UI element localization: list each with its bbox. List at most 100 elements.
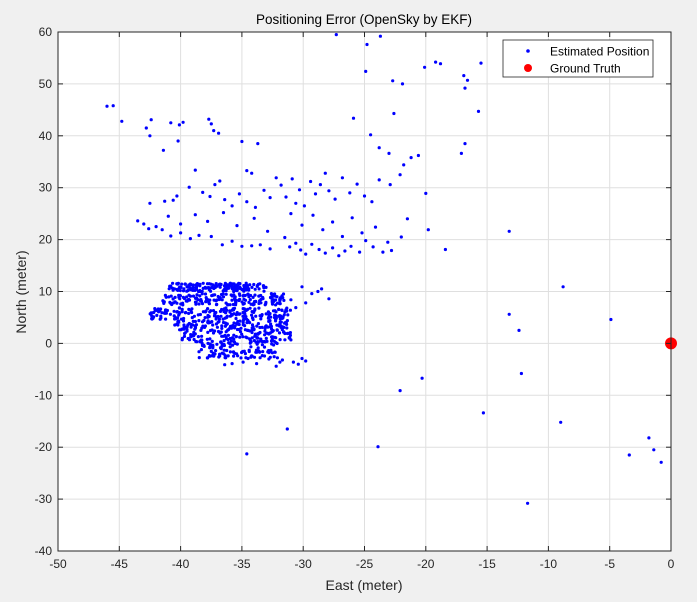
estimated-position-point bbox=[214, 322, 218, 326]
estimated-position-point bbox=[182, 323, 186, 327]
estimated-position-point bbox=[173, 300, 177, 304]
estimated-position-point bbox=[270, 351, 274, 355]
estimated-position-point bbox=[236, 354, 240, 358]
estimated-position-point bbox=[178, 328, 182, 332]
estimated-position-point bbox=[313, 192, 318, 196]
estimated-position-point bbox=[327, 189, 331, 193]
y-tick-label: 0 bbox=[45, 336, 52, 350]
estimated-position-point bbox=[220, 243, 224, 247]
estimated-position-point bbox=[245, 321, 249, 325]
estimated-position-point bbox=[399, 235, 403, 239]
estimated-position-point bbox=[203, 310, 208, 314]
estimated-position-point bbox=[193, 332, 197, 336]
estimated-position-point bbox=[337, 254, 341, 258]
estimated-position-point bbox=[241, 349, 245, 354]
estimated-position-point bbox=[191, 334, 195, 338]
x-tick-label: -20 bbox=[417, 557, 435, 571]
y-tick-label: 60 bbox=[39, 25, 53, 39]
estimated-position-point bbox=[274, 176, 278, 180]
estimated-position-point bbox=[240, 139, 244, 144]
estimated-position-point bbox=[219, 340, 223, 344]
x-tick-label: -5 bbox=[604, 557, 615, 571]
estimated-position-point bbox=[237, 312, 241, 316]
estimated-position-point bbox=[288, 245, 292, 249]
estimated-position-point bbox=[360, 231, 364, 235]
estimated-position-point bbox=[241, 360, 245, 364]
estimated-position-point bbox=[398, 389, 402, 393]
estimated-position-point bbox=[197, 350, 201, 354]
estimated-position-point bbox=[235, 327, 239, 332]
estimated-position-point bbox=[251, 317, 255, 322]
estimated-position-point bbox=[400, 82, 405, 86]
estimated-position-point bbox=[182, 334, 187, 338]
estimated-position-point bbox=[175, 310, 179, 314]
estimated-position-point bbox=[255, 324, 259, 328]
estimated-position-point bbox=[348, 191, 352, 195]
estimated-position-point bbox=[331, 246, 335, 250]
estimated-position-point bbox=[355, 182, 359, 186]
estimated-position-point bbox=[224, 356, 228, 360]
estimated-position-point bbox=[409, 156, 413, 160]
estimated-position-point bbox=[273, 350, 277, 354]
estimated-position-point bbox=[213, 329, 217, 333]
estimated-position-point bbox=[283, 235, 287, 240]
estimated-position-point bbox=[218, 282, 222, 286]
estimated-position-point bbox=[228, 282, 232, 286]
estimated-position-point bbox=[111, 104, 115, 108]
estimated-position-point bbox=[349, 244, 353, 248]
estimated-position-point bbox=[150, 314, 154, 318]
estimated-position-point bbox=[189, 288, 193, 292]
estimated-position-point bbox=[255, 336, 259, 340]
estimated-position-point bbox=[228, 310, 232, 314]
estimated-position-point bbox=[187, 185, 191, 189]
estimated-position-point bbox=[275, 328, 279, 332]
estimated-position-point bbox=[181, 120, 185, 124]
estimated-position-point bbox=[206, 219, 210, 223]
estimated-position-point bbox=[225, 348, 229, 353]
estimated-position-point bbox=[181, 319, 186, 323]
estimated-position-point bbox=[238, 285, 242, 289]
estimated-position-point bbox=[202, 318, 206, 323]
estimated-position-point bbox=[150, 317, 154, 321]
estimated-position-point bbox=[220, 334, 224, 338]
estimated-position-point bbox=[297, 188, 302, 192]
estimated-position-point bbox=[187, 311, 191, 315]
estimated-position-point bbox=[169, 234, 173, 238]
estimated-position-point bbox=[209, 234, 213, 239]
estimated-position-point bbox=[250, 330, 254, 335]
estimated-position-point bbox=[201, 286, 205, 290]
estimated-position-point bbox=[177, 306, 182, 310]
estimated-position-point bbox=[194, 339, 198, 344]
estimated-position-point bbox=[160, 311, 164, 315]
estimated-position-point bbox=[193, 300, 198, 304]
estimated-position-point bbox=[232, 340, 236, 344]
estimated-position-point bbox=[188, 237, 192, 241]
estimated-position-point bbox=[250, 313, 254, 317]
estimated-position-point bbox=[179, 231, 183, 235]
legend-estimated-marker bbox=[526, 49, 530, 53]
y-tick-label: -40 bbox=[35, 544, 53, 558]
estimated-position-point bbox=[270, 329, 274, 334]
estimated-position-point bbox=[235, 322, 239, 326]
estimated-position-point bbox=[285, 427, 289, 431]
estimated-position-point bbox=[198, 312, 202, 317]
estimated-position-point bbox=[120, 119, 124, 123]
estimated-position-point bbox=[207, 117, 211, 121]
estimated-position-point bbox=[204, 286, 208, 290]
estimated-position-point bbox=[177, 295, 181, 299]
estimated-position-point bbox=[246, 292, 250, 296]
estimated-position-point bbox=[230, 313, 234, 317]
estimated-position-point bbox=[189, 309, 193, 313]
estimated-position-point bbox=[266, 331, 270, 335]
estimated-position-point bbox=[659, 460, 663, 464]
legend-truth-label: Ground Truth bbox=[550, 62, 621, 76]
estimated-position-point bbox=[278, 360, 282, 364]
estimated-position-point bbox=[194, 287, 199, 291]
estimated-position-point bbox=[206, 315, 210, 319]
estimated-position-point bbox=[321, 228, 325, 232]
estimated-position-point bbox=[205, 282, 210, 286]
estimated-position-point bbox=[255, 350, 259, 354]
estimated-position-point bbox=[154, 308, 158, 312]
estimated-position-point bbox=[144, 126, 148, 130]
estimated-position-point bbox=[218, 285, 222, 289]
